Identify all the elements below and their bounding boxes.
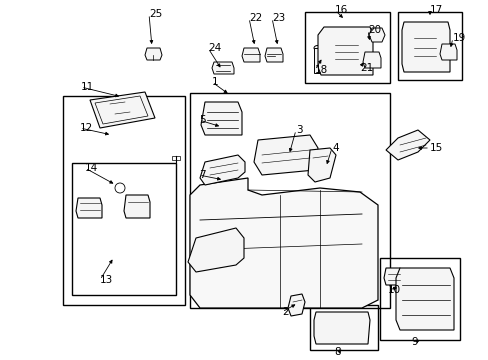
Bar <box>407 28 441 66</box>
Ellipse shape <box>332 326 346 334</box>
Polygon shape <box>242 48 260 62</box>
Ellipse shape <box>313 45 320 50</box>
Polygon shape <box>401 22 449 72</box>
Bar <box>309 305 377 350</box>
Text: 2: 2 <box>282 307 288 317</box>
Polygon shape <box>264 48 283 62</box>
Polygon shape <box>395 268 453 330</box>
Text: 24: 24 <box>207 43 221 53</box>
Text: 18: 18 <box>314 65 327 75</box>
Polygon shape <box>212 62 234 74</box>
Polygon shape <box>201 102 242 135</box>
Polygon shape <box>253 135 317 175</box>
Text: 3: 3 <box>295 125 302 135</box>
Text: 8: 8 <box>334 347 341 357</box>
Polygon shape <box>200 155 244 185</box>
Text: 20: 20 <box>367 25 380 35</box>
Text: 4: 4 <box>331 143 338 153</box>
Text: 10: 10 <box>387 285 400 295</box>
Text: 23: 23 <box>271 13 285 23</box>
Text: 19: 19 <box>452 33 465 43</box>
Text: 13: 13 <box>100 275 113 285</box>
Text: 15: 15 <box>429 143 442 153</box>
Polygon shape <box>190 178 377 308</box>
Polygon shape <box>90 92 155 128</box>
Text: 9: 9 <box>411 337 417 347</box>
Polygon shape <box>124 195 150 218</box>
Text: 1: 1 <box>212 77 218 87</box>
Text: 21: 21 <box>359 63 372 73</box>
Text: 6: 6 <box>215 260 221 270</box>
Polygon shape <box>385 130 429 160</box>
Bar <box>72 163 176 295</box>
Polygon shape <box>307 148 335 182</box>
Polygon shape <box>187 228 244 272</box>
Polygon shape <box>439 44 456 60</box>
Bar <box>190 93 389 308</box>
Text: 16: 16 <box>334 5 347 15</box>
Text: 17: 17 <box>429 5 442 15</box>
Polygon shape <box>368 28 384 42</box>
Bar <box>379 258 459 340</box>
Bar <box>397 12 461 80</box>
Polygon shape <box>287 294 305 316</box>
Polygon shape <box>383 268 401 285</box>
Bar <box>409 272 421 282</box>
Bar <box>172 156 180 160</box>
Polygon shape <box>317 27 372 75</box>
Text: 7: 7 <box>199 170 205 180</box>
Text: 11: 11 <box>81 82 94 92</box>
Text: 22: 22 <box>248 13 262 23</box>
Polygon shape <box>145 48 162 60</box>
Polygon shape <box>76 198 102 218</box>
Polygon shape <box>362 52 380 68</box>
Bar <box>327 33 364 68</box>
Text: 25: 25 <box>149 9 162 19</box>
Text: 12: 12 <box>80 123 93 133</box>
Bar <box>63 96 184 305</box>
Bar <box>319 318 361 340</box>
Text: 5: 5 <box>199 115 205 125</box>
Bar <box>305 12 389 83</box>
Polygon shape <box>313 312 369 344</box>
Polygon shape <box>313 48 320 73</box>
Text: 14: 14 <box>85 163 98 173</box>
